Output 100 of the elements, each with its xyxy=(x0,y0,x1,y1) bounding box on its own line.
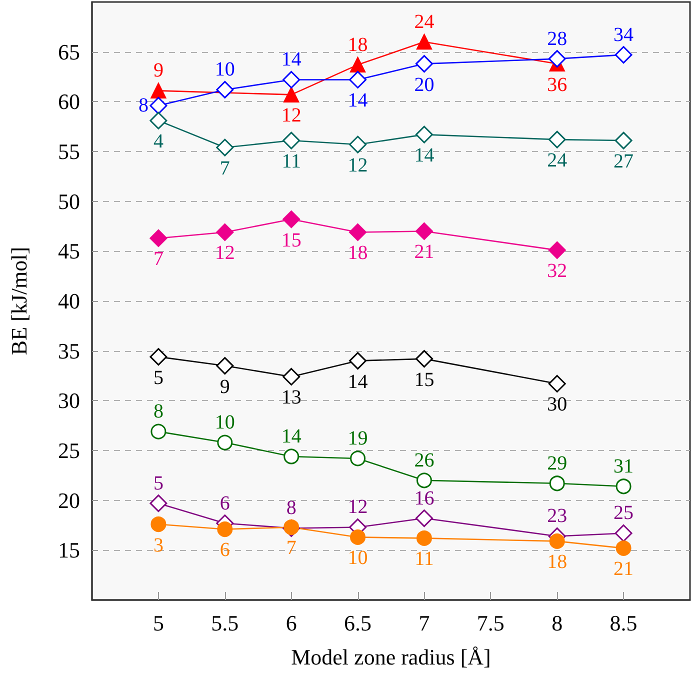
annotation: 11 xyxy=(282,150,301,173)
annotation: 7 xyxy=(286,537,296,560)
annotation: 36 xyxy=(547,74,568,96)
point xyxy=(150,112,168,130)
annotation: 13 xyxy=(281,386,302,409)
annotation: 18 xyxy=(547,551,568,574)
point xyxy=(217,521,233,537)
x-tick-label: 5.5 xyxy=(211,610,239,636)
point xyxy=(350,57,366,73)
annotation: 9 xyxy=(220,376,230,398)
y-tick-label: 55 xyxy=(58,139,80,164)
y-axis-title: BE [kJ/mol] xyxy=(6,246,32,356)
annotation: 18 xyxy=(348,34,368,56)
annotation: 19 xyxy=(348,427,368,450)
point xyxy=(616,540,632,556)
x-tick-label: 6.5 xyxy=(344,610,372,636)
point xyxy=(548,130,566,148)
point xyxy=(614,524,632,542)
point xyxy=(349,352,367,370)
point xyxy=(415,510,433,528)
point xyxy=(150,424,166,440)
point xyxy=(548,241,566,259)
point xyxy=(284,86,300,102)
annotation: 7 xyxy=(153,248,164,270)
annotation: 28 xyxy=(547,28,568,50)
point xyxy=(150,82,166,98)
point xyxy=(349,136,367,154)
annotation: 32 xyxy=(547,260,568,282)
annotation: 26 xyxy=(414,449,434,472)
annotation: 34 xyxy=(614,24,634,46)
annotation: 6 xyxy=(220,492,230,514)
y-tick-label: 30 xyxy=(58,388,80,414)
point xyxy=(282,70,300,88)
x-tick-label: 6 xyxy=(286,610,297,636)
point xyxy=(217,434,233,450)
annotation: 21 xyxy=(614,558,634,580)
y-tick-label: 60 xyxy=(58,89,80,114)
point xyxy=(548,50,566,68)
annotation: 20 xyxy=(414,74,434,96)
x-axis-title: Model zone radius [Å] xyxy=(291,644,491,670)
x-tick-label: 7.5 xyxy=(476,610,504,636)
point xyxy=(549,476,565,492)
annotation: 21 xyxy=(414,241,434,264)
annotation: 18 xyxy=(348,242,368,264)
annotation: 14 xyxy=(348,370,368,393)
point xyxy=(216,357,234,375)
y-tick-label: 40 xyxy=(58,288,80,314)
annotation: 15 xyxy=(281,229,302,252)
annotation: 10 xyxy=(348,547,368,570)
point xyxy=(150,229,168,247)
point xyxy=(282,132,300,150)
annotation: 8 xyxy=(138,94,148,117)
point xyxy=(150,96,168,114)
annotation: 7 xyxy=(220,158,230,180)
annotation: 12 xyxy=(281,104,302,127)
y-tick-label: 65 xyxy=(58,39,80,64)
point xyxy=(216,80,234,98)
point xyxy=(416,530,432,546)
y-tick-label: 35 xyxy=(58,338,80,364)
point xyxy=(350,450,366,466)
point xyxy=(350,529,366,545)
x-tick-label: 8 xyxy=(552,610,563,636)
point xyxy=(282,368,300,386)
annotation: 9 xyxy=(153,60,164,82)
point xyxy=(282,210,300,228)
point xyxy=(614,132,632,150)
point xyxy=(415,126,433,144)
annotation: 24 xyxy=(547,150,568,172)
x-tick-label: 8.5 xyxy=(610,610,638,636)
point xyxy=(150,516,166,532)
annotation: 3 xyxy=(153,534,164,556)
annotation: 5 xyxy=(153,472,164,494)
annotation: 14 xyxy=(348,90,368,112)
annotation: 5 xyxy=(153,366,164,389)
y-tick-label: 45 xyxy=(58,238,80,264)
annotation: 14 xyxy=(281,48,302,71)
point xyxy=(150,348,168,366)
annotation: 24 xyxy=(414,10,434,33)
y-tick-label: 25 xyxy=(58,438,80,463)
point xyxy=(150,494,168,512)
annotation: 30 xyxy=(547,394,568,416)
x-tick-label: 7 xyxy=(418,610,430,636)
point xyxy=(415,55,433,73)
point xyxy=(614,46,632,64)
annotation: 8 xyxy=(153,400,164,423)
annotation: 15 xyxy=(414,368,434,391)
annotation: 4 xyxy=(153,130,164,153)
point xyxy=(216,138,234,156)
annotation: 29 xyxy=(547,452,568,474)
point xyxy=(349,70,367,88)
annotation: 10 xyxy=(214,412,235,434)
point xyxy=(416,34,432,50)
annotation: 16 xyxy=(414,487,434,510)
annotation: 8 xyxy=(286,497,296,520)
point xyxy=(284,519,300,535)
annotation: 6 xyxy=(220,539,230,562)
annotation: 10 xyxy=(214,58,235,81)
annotation: 25 xyxy=(614,502,634,524)
annotation: 23 xyxy=(547,505,568,528)
point xyxy=(284,448,300,464)
